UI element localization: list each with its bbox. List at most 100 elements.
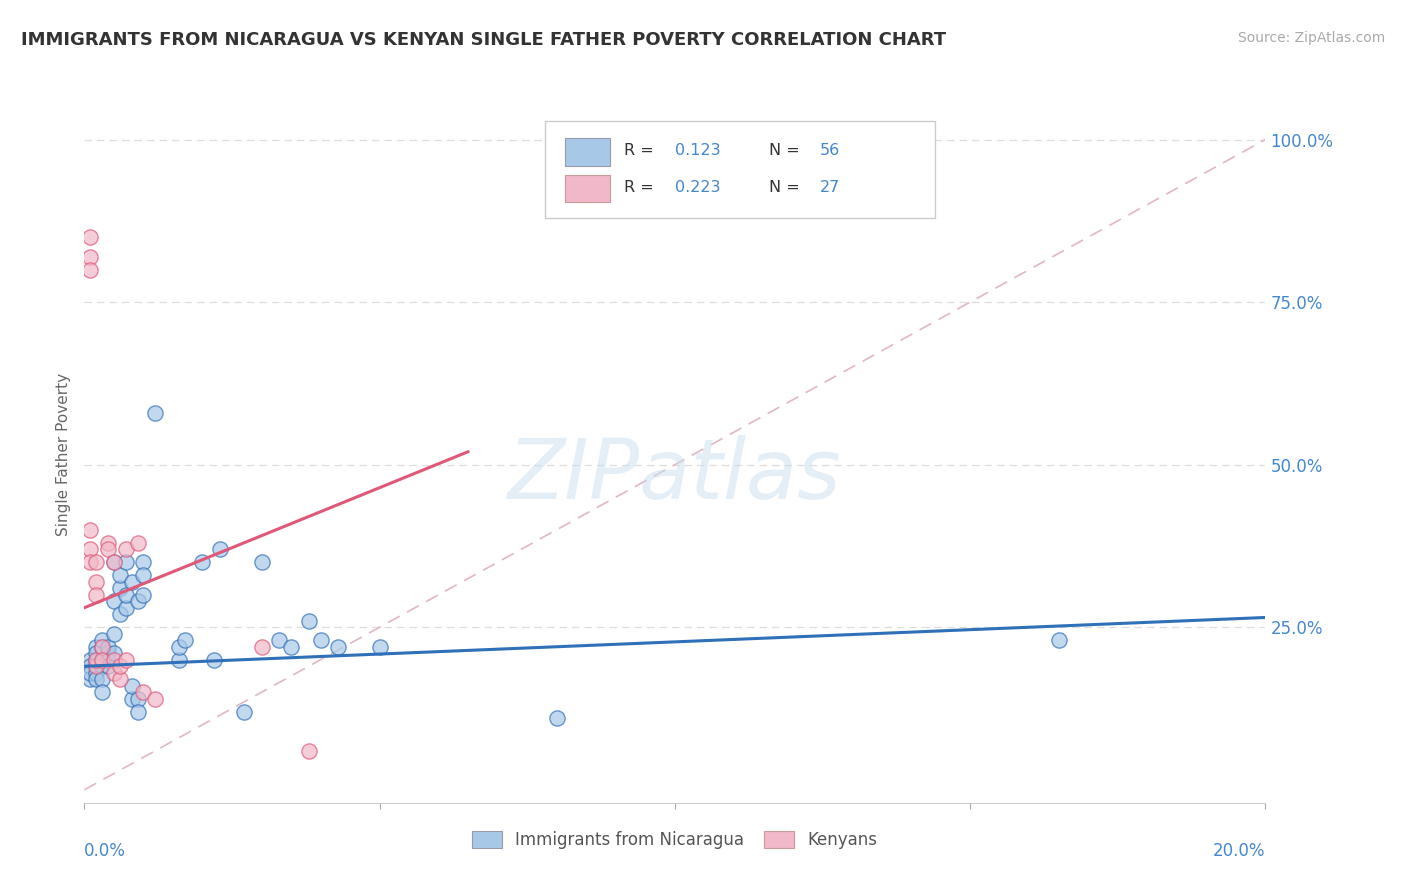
Point xyxy=(103,555,125,569)
Point xyxy=(79,230,101,244)
Point xyxy=(84,659,107,673)
Point xyxy=(250,555,273,569)
Point xyxy=(132,588,155,602)
Point xyxy=(84,653,107,667)
Point xyxy=(114,653,136,667)
Point xyxy=(97,659,120,673)
Point xyxy=(84,640,107,654)
Point xyxy=(167,653,190,667)
Point xyxy=(108,659,131,673)
Point xyxy=(103,665,125,680)
Point xyxy=(108,672,131,686)
Point xyxy=(79,659,101,673)
Point xyxy=(209,542,232,557)
Legend: Immigrants from Nicaragua, Kenyans: Immigrants from Nicaragua, Kenyans xyxy=(464,822,886,857)
Point xyxy=(127,705,149,719)
Point xyxy=(121,679,143,693)
Point xyxy=(103,555,125,569)
Point xyxy=(97,640,120,654)
Point xyxy=(546,711,568,725)
Point xyxy=(114,600,136,615)
Text: ZIPatlas: ZIPatlas xyxy=(508,435,842,516)
Text: N =: N = xyxy=(769,144,800,159)
Point xyxy=(121,574,143,589)
Point xyxy=(84,555,107,569)
Text: 56: 56 xyxy=(820,144,841,159)
Point xyxy=(114,588,136,602)
Point xyxy=(298,744,321,758)
Point xyxy=(79,262,101,277)
Point xyxy=(91,633,114,648)
Point xyxy=(91,640,114,654)
Point xyxy=(121,691,143,706)
Point xyxy=(167,640,190,654)
Text: 0.0%: 0.0% xyxy=(84,842,127,860)
Point xyxy=(79,542,101,557)
Point xyxy=(1047,633,1070,648)
Point xyxy=(91,653,114,667)
Text: 20.0%: 20.0% xyxy=(1213,842,1265,860)
FancyBboxPatch shape xyxy=(546,121,935,219)
Point xyxy=(84,653,107,667)
Point xyxy=(84,665,107,680)
Point xyxy=(143,406,166,420)
Point xyxy=(79,665,101,680)
Point xyxy=(108,568,131,582)
Point xyxy=(114,555,136,569)
Y-axis label: Single Father Poverty: Single Father Poverty xyxy=(56,374,72,536)
Point xyxy=(250,640,273,654)
Point xyxy=(368,640,391,654)
Point xyxy=(132,555,155,569)
Text: N =: N = xyxy=(769,179,800,194)
Point xyxy=(91,659,114,673)
Point xyxy=(309,633,332,648)
Point xyxy=(79,250,101,264)
Point xyxy=(269,633,291,648)
Point xyxy=(132,685,155,699)
Point xyxy=(143,691,166,706)
Point xyxy=(108,581,131,595)
Point xyxy=(97,653,120,667)
Point xyxy=(84,574,107,589)
Point xyxy=(91,685,114,699)
Text: 0.223: 0.223 xyxy=(675,179,720,194)
Text: IMMIGRANTS FROM NICARAGUA VS KENYAN SINGLE FATHER POVERTY CORRELATION CHART: IMMIGRANTS FROM NICARAGUA VS KENYAN SING… xyxy=(21,31,946,49)
Text: 0.123: 0.123 xyxy=(675,144,720,159)
Point xyxy=(79,523,101,537)
Text: R =: R = xyxy=(624,144,654,159)
Text: 27: 27 xyxy=(820,179,841,194)
Point xyxy=(114,542,136,557)
Point xyxy=(84,672,107,686)
Point xyxy=(103,646,125,660)
Text: Source: ZipAtlas.com: Source: ZipAtlas.com xyxy=(1237,31,1385,45)
FancyBboxPatch shape xyxy=(565,175,610,202)
Point xyxy=(191,555,214,569)
Point xyxy=(132,568,155,582)
Point xyxy=(84,646,107,660)
Text: R =: R = xyxy=(624,179,654,194)
Point xyxy=(103,626,125,640)
Point xyxy=(103,653,125,667)
Point xyxy=(91,653,114,667)
Point xyxy=(97,646,120,660)
Point xyxy=(103,594,125,608)
Point xyxy=(127,691,149,706)
Point xyxy=(127,594,149,608)
Point xyxy=(84,588,107,602)
Point xyxy=(108,607,131,622)
Point xyxy=(232,705,254,719)
Point xyxy=(84,659,107,673)
Point xyxy=(91,640,114,654)
Point xyxy=(280,640,302,654)
Point xyxy=(79,653,101,667)
Point xyxy=(328,640,350,654)
Point xyxy=(97,535,120,549)
FancyBboxPatch shape xyxy=(565,138,610,166)
Point xyxy=(202,653,225,667)
Point xyxy=(79,555,101,569)
Point xyxy=(173,633,195,648)
Point xyxy=(298,614,321,628)
Point xyxy=(79,672,101,686)
Point xyxy=(97,542,120,557)
Point xyxy=(127,535,149,549)
